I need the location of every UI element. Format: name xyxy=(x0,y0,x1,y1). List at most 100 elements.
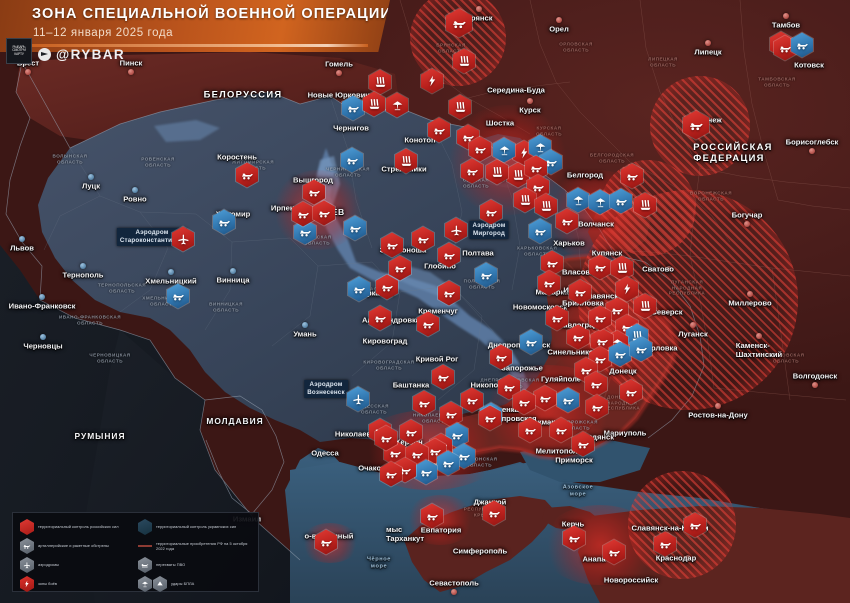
marker-airfield-icon[interactable] xyxy=(346,385,370,413)
battle-zone-icon xyxy=(20,576,34,592)
marker-artillery-icon[interactable] xyxy=(619,378,643,406)
marker-artillery-icon[interactable] xyxy=(653,530,677,558)
city-dot xyxy=(19,236,25,242)
marker-airfield-icon[interactable] xyxy=(171,225,195,253)
marker-artillery-icon[interactable] xyxy=(431,363,455,391)
marker-artillery-icon[interactable] xyxy=(519,328,543,356)
marker-artillery-icon[interactable] xyxy=(549,416,573,444)
legend-column-right: территориальный контроль украинских сил т… xyxy=(138,519,251,592)
marker-artillery-icon[interactable] xyxy=(620,162,644,190)
marker-artillery-icon[interactable] xyxy=(379,460,403,488)
marker-rocket-icon[interactable] xyxy=(485,158,509,186)
marker-artillery-icon[interactable] xyxy=(341,94,365,122)
marker-artillery-icon[interactable] xyxy=(489,343,513,371)
marker-artillery-icon[interactable] xyxy=(412,389,436,417)
marker-artillery-icon[interactable] xyxy=(166,282,190,310)
watermark-text: РЫБАРЬ СМОТРИ КАРТУ xyxy=(12,44,26,56)
marker-artillery-icon[interactable] xyxy=(436,449,460,477)
marker-artillery-icon[interactable] xyxy=(537,269,561,297)
marker-artillery-icon[interactable] xyxy=(588,304,612,332)
marker-artillery-icon[interactable] xyxy=(427,116,451,144)
marker-artillery-icon[interactable] xyxy=(682,109,710,141)
marker-artillery-icon[interactable] xyxy=(340,146,364,174)
city-dot xyxy=(476,6,482,12)
marker-rocket-icon[interactable] xyxy=(394,147,418,175)
city-dot xyxy=(527,98,533,104)
marker-artillery-icon[interactable] xyxy=(556,386,580,414)
legend-item: зоны боёв xyxy=(20,576,133,592)
artillery-icon xyxy=(20,538,34,554)
marker-artillery-icon[interactable] xyxy=(212,208,236,236)
marker-artillery-icon[interactable] xyxy=(411,225,435,253)
marker-artillery-icon[interactable] xyxy=(388,254,412,282)
marker-rocket-icon[interactable] xyxy=(513,186,537,214)
marker-artillery-icon[interactable] xyxy=(368,304,392,332)
marker-artillery-icon[interactable] xyxy=(555,207,579,235)
marker-artillery-icon[interactable] xyxy=(609,187,633,215)
city-dot xyxy=(302,322,308,328)
marker-artillery-icon[interactable] xyxy=(479,198,503,226)
marker-artillery-icon[interactable] xyxy=(528,217,552,245)
marker-artillery-icon[interactable] xyxy=(437,241,461,269)
city-dot xyxy=(715,403,721,409)
marker-airfield-icon[interactable] xyxy=(444,216,468,244)
marker-artillery-icon[interactable] xyxy=(584,370,608,398)
marker-artillery-icon[interactable] xyxy=(460,386,484,414)
marker-uav-icon[interactable] xyxy=(588,188,612,216)
uav-strike-icon xyxy=(153,576,167,592)
marker-artillery-icon[interactable] xyxy=(512,388,536,416)
marker-artillery-icon[interactable] xyxy=(291,200,315,228)
marker-artillery-icon[interactable] xyxy=(629,335,653,363)
city-dot xyxy=(88,174,94,180)
marker-rocket-icon[interactable] xyxy=(448,93,472,121)
marker-artillery-icon[interactable] xyxy=(482,499,506,527)
city-dot xyxy=(556,17,562,23)
marker-artillery-icon[interactable] xyxy=(545,304,569,332)
marker-fire-icon[interactable] xyxy=(420,67,444,95)
legend-item: территориальные приобретения РФ на 5 окт… xyxy=(138,538,251,554)
marker-artillery-icon[interactable] xyxy=(566,323,590,351)
marker-artillery-icon[interactable] xyxy=(568,278,592,306)
marker-artillery-icon[interactable] xyxy=(374,424,398,452)
marker-artillery-icon[interactable] xyxy=(588,253,612,281)
marker-rocket-icon[interactable] xyxy=(362,90,386,118)
marker-artillery-icon[interactable] xyxy=(602,538,626,566)
marker-artillery-icon[interactable] xyxy=(437,279,461,307)
marker-artillery-icon[interactable] xyxy=(375,273,399,301)
marker-artillery-icon[interactable] xyxy=(414,458,438,486)
legend-label: перехваты ПВО xyxy=(156,562,186,568)
city-dot xyxy=(756,333,762,339)
marker-artillery-icon[interactable] xyxy=(562,524,586,552)
marker-rocket-icon[interactable] xyxy=(633,191,657,219)
telegram-channel[interactable]: @RYBAR xyxy=(38,47,125,62)
marker-artillery-icon[interactable] xyxy=(790,31,814,59)
marker-artillery-icon[interactable] xyxy=(445,7,473,39)
marker-artillery-icon[interactable] xyxy=(533,384,557,412)
marker-artillery-icon[interactable] xyxy=(347,275,371,303)
legend-item: артиллерийские и ракетные обстрелы xyxy=(20,538,133,554)
marker-artillery-icon[interactable] xyxy=(314,528,338,556)
marker-artillery-icon[interactable] xyxy=(683,511,707,539)
marker-rocket-icon[interactable] xyxy=(452,47,476,75)
marker-artillery-icon[interactable] xyxy=(518,416,542,444)
marker-artillery-icon[interactable] xyxy=(460,157,484,185)
marker-artillery-icon[interactable] xyxy=(420,502,444,530)
marker-artillery-icon[interactable] xyxy=(380,231,404,259)
legend-label: аэродромы xyxy=(38,562,59,568)
marker-artillery-icon[interactable] xyxy=(571,430,595,458)
marker-artillery-icon[interactable] xyxy=(343,214,367,242)
marker-uav-icon[interactable] xyxy=(385,91,409,119)
marker-artillery-icon[interactable] xyxy=(474,261,498,289)
legend-item: аэродромы xyxy=(20,557,133,573)
marker-rocket-icon[interactable] xyxy=(534,192,558,220)
legend-label: территориальный контроль украинских сил xyxy=(156,524,237,530)
marker-artillery-icon[interactable] xyxy=(235,161,259,189)
marker-artillery-icon[interactable] xyxy=(608,340,632,368)
marker-artillery-icon[interactable] xyxy=(585,393,609,421)
city-dot xyxy=(25,69,31,75)
city-dot xyxy=(812,382,818,388)
rybar-watermark-logo: РЫБАРЬ СМОТРИ КАРТУ xyxy=(6,38,32,64)
marker-rocket-icon[interactable] xyxy=(368,68,392,96)
marker-artillery-icon[interactable] xyxy=(416,310,440,338)
marker-artillery-icon[interactable] xyxy=(312,199,336,227)
